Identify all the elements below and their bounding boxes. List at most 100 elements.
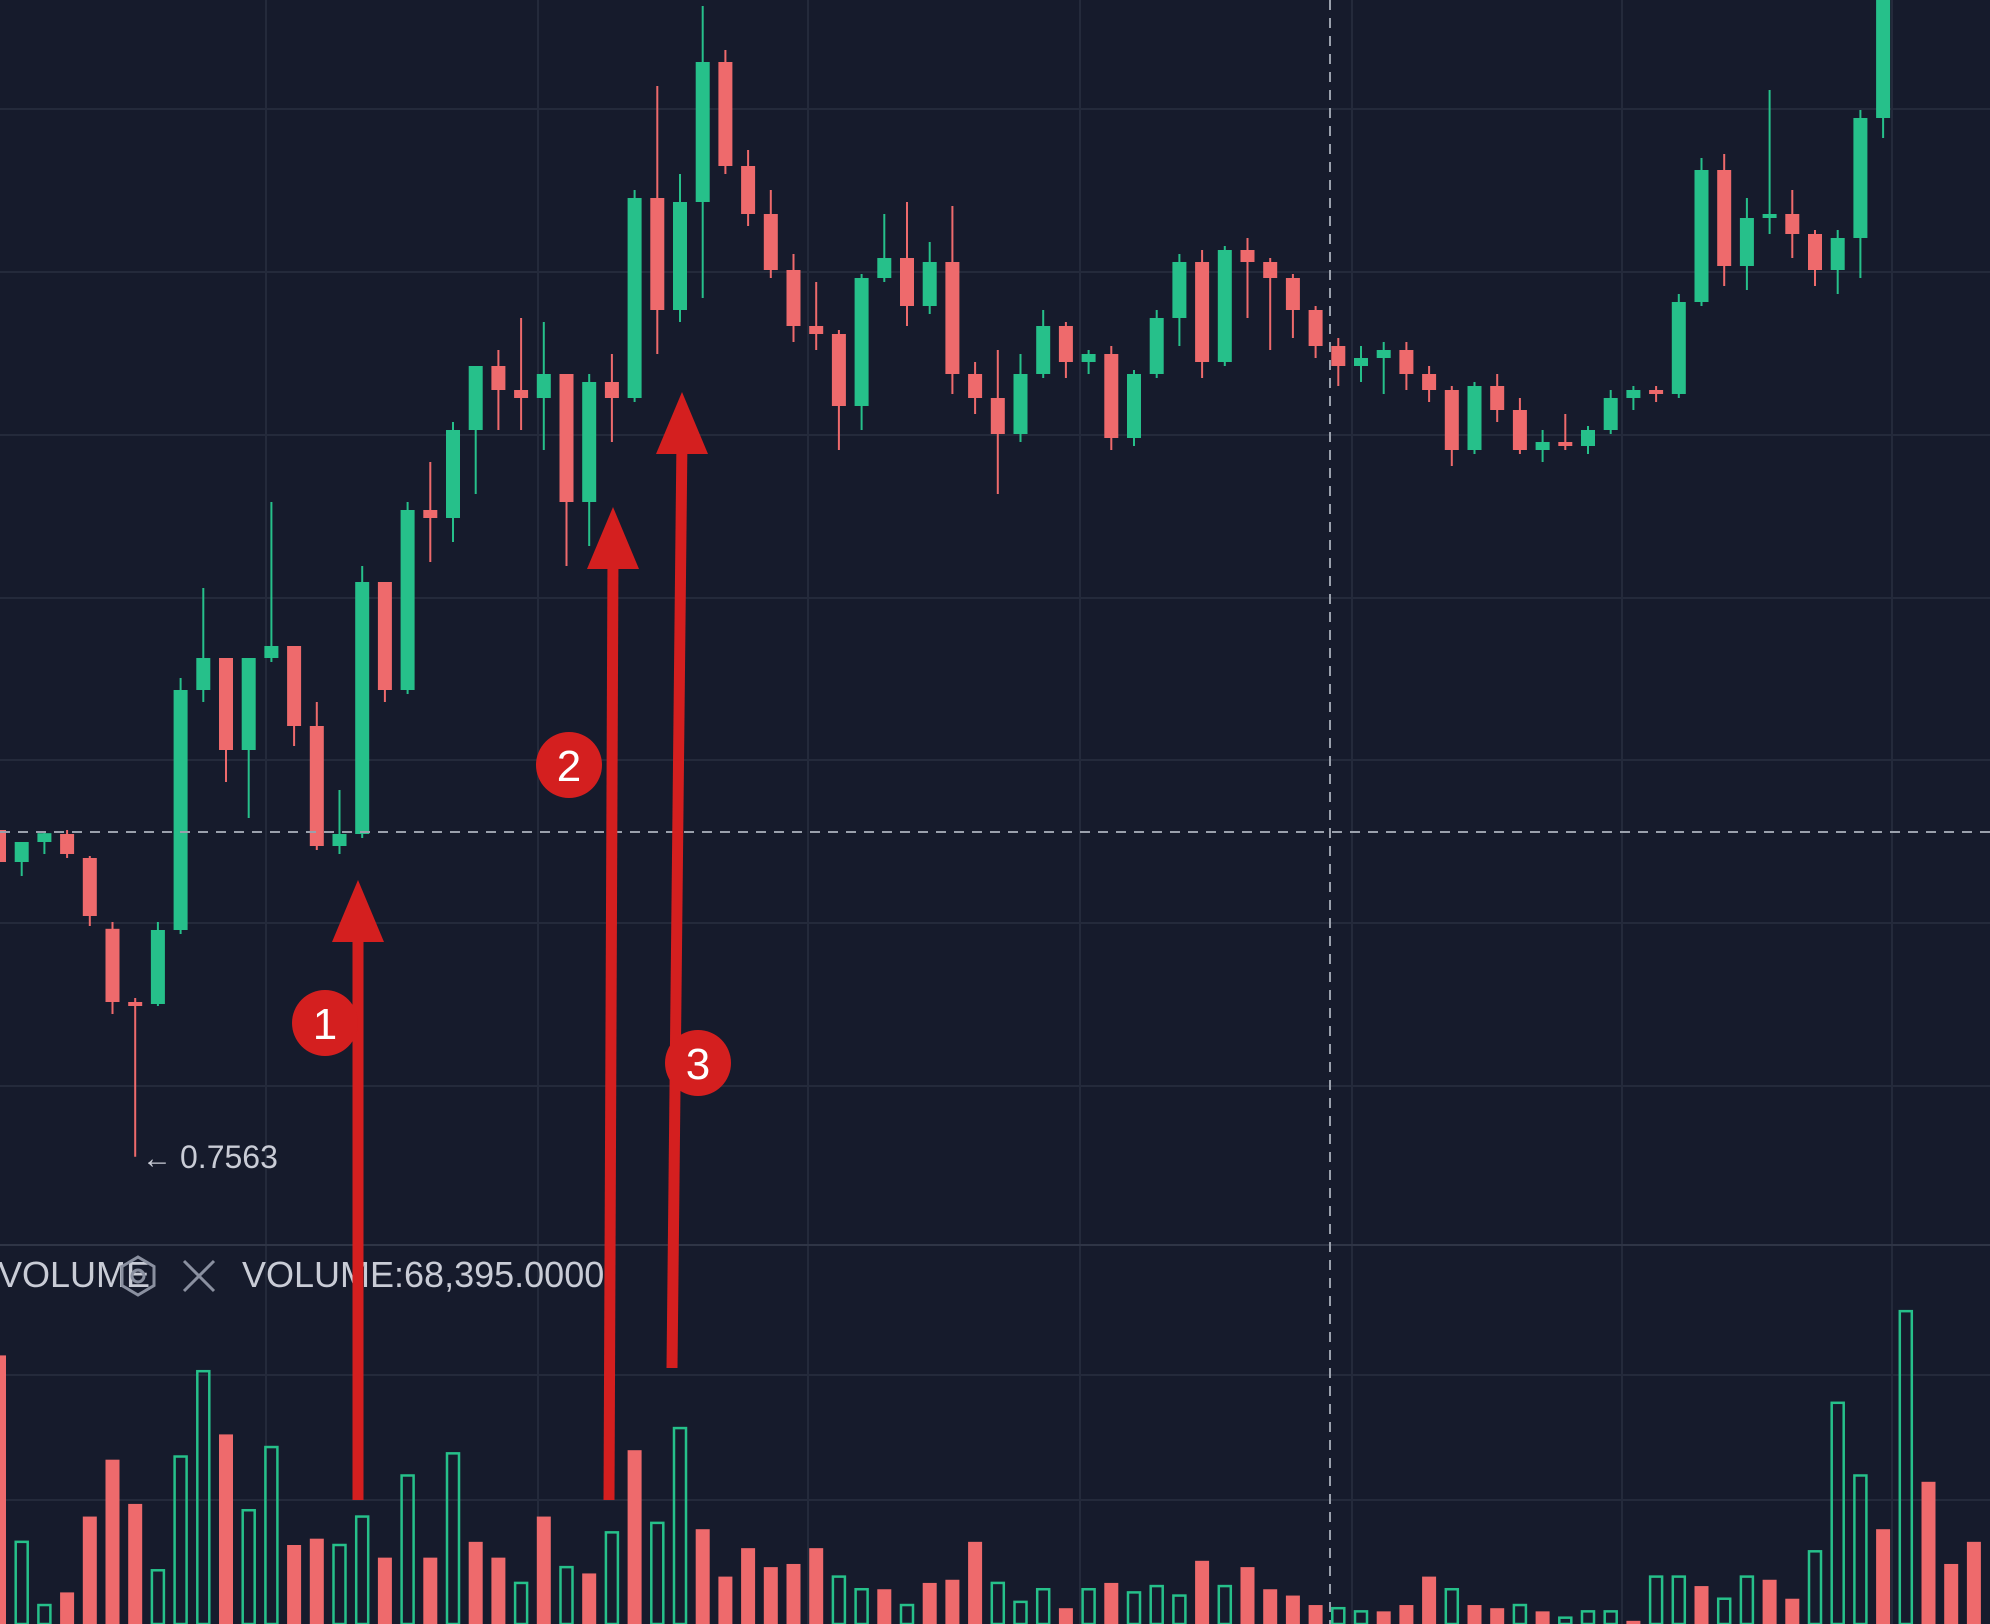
candle <box>1626 386 1641 410</box>
volume-bar <box>60 1592 75 1624</box>
candle <box>1762 90 1777 234</box>
volume-bar <box>1013 1600 1028 1624</box>
candle-body <box>1490 386 1505 410</box>
volume-bar <box>1058 1608 1073 1624</box>
candle <box>650 86 665 354</box>
volume-bar <box>877 1589 892 1624</box>
candle <box>559 374 574 566</box>
candle <box>673 174 687 322</box>
volume-bar <box>809 1548 824 1624</box>
candle-body <box>1762 214 1777 218</box>
candle <box>1013 354 1028 442</box>
candle <box>627 190 642 402</box>
volume-bar <box>37 1603 52 1624</box>
candle <box>105 922 120 1014</box>
arrow-shaft <box>666 436 688 1369</box>
hexagon-settings-icon[interactable] <box>120 1255 156 1297</box>
candle <box>332 790 347 854</box>
volume-bar <box>945 1579 960 1624</box>
candle-body <box>1104 354 1119 438</box>
candle-body <box>173 690 188 930</box>
annotation-arrow-2: 2 <box>536 507 639 1501</box>
candle-body <box>0 830 6 862</box>
candle <box>1308 306 1323 358</box>
candle <box>264 502 279 662</box>
candle-body <box>1581 430 1595 446</box>
candle-body <box>446 430 460 518</box>
annotation-badge <box>665 1030 731 1096</box>
candle-body <box>423 510 438 518</box>
volume-bar <box>536 1516 551 1624</box>
annotation-number: 3 <box>686 1040 710 1089</box>
candle <box>1467 382 1482 454</box>
candle-body <box>1739 218 1754 266</box>
candle-body <box>1376 350 1391 358</box>
candle-body <box>400 510 415 690</box>
candle-body <box>1399 350 1414 374</box>
candle <box>37 832 52 854</box>
candle-body <box>468 366 483 430</box>
candle-body <box>1626 390 1641 398</box>
volume-bar <box>1626 1620 1641 1624</box>
volume-bar <box>1876 1529 1891 1624</box>
candle-body <box>582 382 597 502</box>
volume-bar <box>968 1541 983 1624</box>
candle <box>854 274 869 430</box>
candle-body <box>1331 346 1346 366</box>
volume-bar <box>468 1541 483 1624</box>
volume-bar <box>1785 1598 1800 1624</box>
candle <box>582 374 597 546</box>
candle-body <box>1808 234 1822 270</box>
candle-body <box>128 1002 143 1006</box>
volume-bar <box>82 1516 97 1624</box>
close-icon[interactable] <box>182 1259 216 1293</box>
candle <box>1263 258 1278 350</box>
candle <box>1717 154 1732 286</box>
candle <box>1240 238 1255 318</box>
volume-bar <box>287 1545 302 1624</box>
candle-body <box>1172 262 1187 318</box>
candle <box>786 254 801 342</box>
candle <box>1490 374 1505 422</box>
annotation-badge <box>292 990 358 1056</box>
volume-bar <box>1694 1586 1709 1624</box>
volume-bar <box>990 1581 1006 1624</box>
candle <box>355 566 370 838</box>
candle-body <box>1717 170 1732 266</box>
candle-body <box>1263 262 1278 278</box>
low-price-marker: ← 0.7563 <box>142 1139 278 1175</box>
candle <box>0 830 6 862</box>
volume-bar <box>1921 1481 1936 1624</box>
candle <box>1217 246 1232 366</box>
annotation-arrow-3: 3 <box>656 392 731 1369</box>
candle <box>377 582 392 702</box>
candle-body <box>831 334 846 406</box>
volume-bar <box>1126 1591 1142 1624</box>
candle <box>1058 322 1073 378</box>
candle <box>1172 254 1187 346</box>
candle <box>1603 390 1618 434</box>
candle <box>1422 366 1437 402</box>
candle-body <box>1149 318 1164 374</box>
candle-body <box>922 262 937 306</box>
candle-body <box>1285 278 1300 310</box>
candle-body <box>264 646 279 658</box>
candle-body <box>241 658 256 750</box>
candle <box>1853 110 1868 278</box>
volume-bar <box>309 1538 324 1624</box>
candle <box>309 702 324 850</box>
candle <box>1081 350 1096 374</box>
candle-body <box>968 374 983 398</box>
volume-bar <box>1422 1576 1437 1624</box>
candle <box>128 998 143 1157</box>
candle-body <box>1195 262 1210 362</box>
candle-body <box>945 262 960 374</box>
candle-body <box>82 858 97 916</box>
candle-body <box>1535 442 1550 450</box>
candle <box>1649 386 1664 402</box>
left-arrow-icon: ← <box>142 1142 172 1175</box>
candle-body <box>1308 310 1323 346</box>
